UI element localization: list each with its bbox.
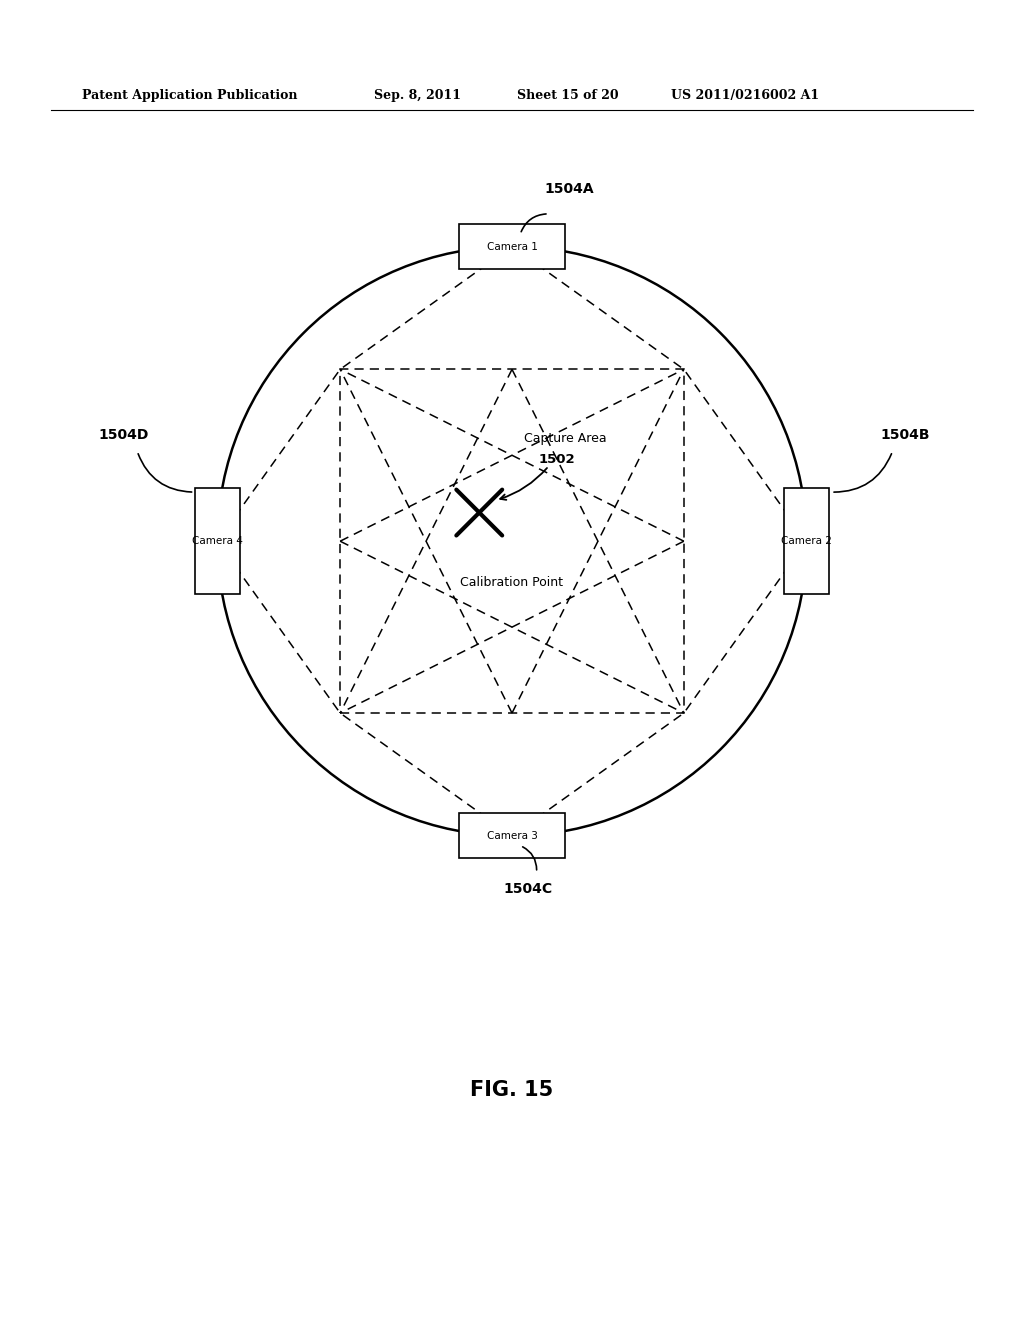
Bar	[784, 488, 829, 594]
Text: FIG. 15: FIG. 15	[470, 1080, 554, 1101]
Text: Camera 4: Camera 4	[191, 536, 243, 546]
Text: Calibration Point: Calibration Point	[461, 576, 563, 589]
Text: Sep. 8, 2011: Sep. 8, 2011	[374, 88, 461, 102]
Text: 1504B: 1504B	[880, 428, 930, 442]
Bar	[195, 488, 240, 594]
Bar	[340, 370, 684, 713]
Text: US 2011/0216002 A1: US 2011/0216002 A1	[671, 88, 819, 102]
Text: Camera 3: Camera 3	[486, 830, 538, 841]
Text: Camera 1: Camera 1	[486, 242, 538, 252]
Text: Capture Area: Capture Area	[524, 433, 606, 445]
Bar	[459, 224, 565, 269]
Text: Sheet 15 of 20: Sheet 15 of 20	[517, 88, 618, 102]
Text: Camera 2: Camera 2	[781, 536, 833, 546]
Text: 1504A: 1504A	[545, 182, 594, 197]
Text: 1504D: 1504D	[98, 428, 148, 442]
Text: Patent Application Publication: Patent Application Publication	[82, 88, 297, 102]
Text: 1504C: 1504C	[504, 882, 553, 896]
Bar	[459, 813, 565, 858]
Text: 1502: 1502	[539, 453, 575, 466]
